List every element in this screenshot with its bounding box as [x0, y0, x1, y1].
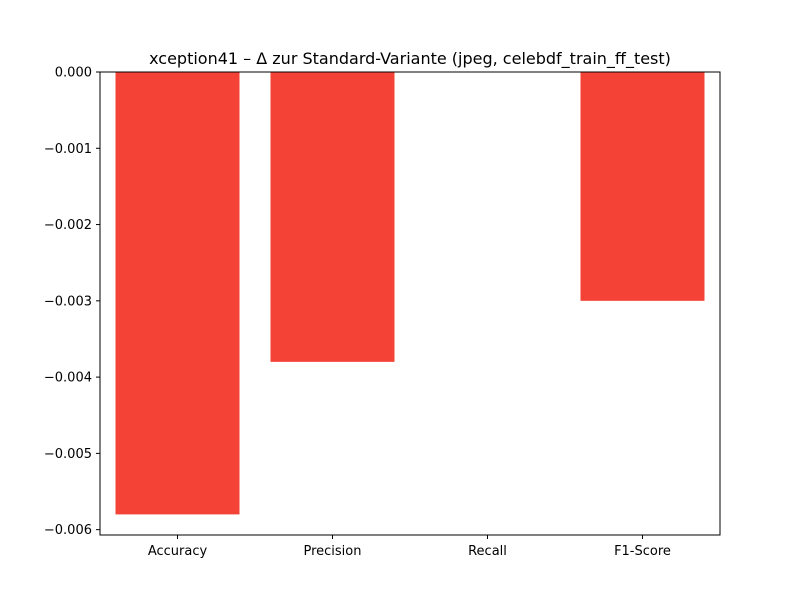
- y-tick-label: −0.001: [44, 142, 92, 157]
- x-tick-label: Precision: [303, 544, 361, 559]
- y-axis: 0.000 −0.001 −0.002 −0.003 −0.004 −0.005 −0.00…: [44, 66, 100, 538]
- chart-title: xception41 – Δ zur Standard-Variante (jp…: [149, 49, 671, 69]
- y-tick-label: −0.006: [44, 523, 92, 538]
- bars-group: [115, 72, 705, 515]
- x-tick-label: Accuracy: [148, 544, 208, 559]
- plot-frame: [99, 71, 721, 536]
- x-tick-label: F1-Score: [614, 544, 671, 559]
- y-tick-label: −0.005: [44, 447, 92, 462]
- bar-precision: [270, 72, 395, 362]
- y-tick-label: −0.004: [44, 371, 92, 386]
- x-tick-label: Recall: [468, 544, 507, 559]
- y-tick-label: −0.003: [44, 294, 92, 309]
- y-tick-label: −0.002: [44, 218, 92, 233]
- x-axis: Accuracy Precision Recall F1-Score: [148, 535, 671, 559]
- y-tick-label: 0.000: [55, 66, 92, 81]
- bar-f1-score: [580, 72, 705, 301]
- bar-accuracy: [115, 72, 240, 515]
